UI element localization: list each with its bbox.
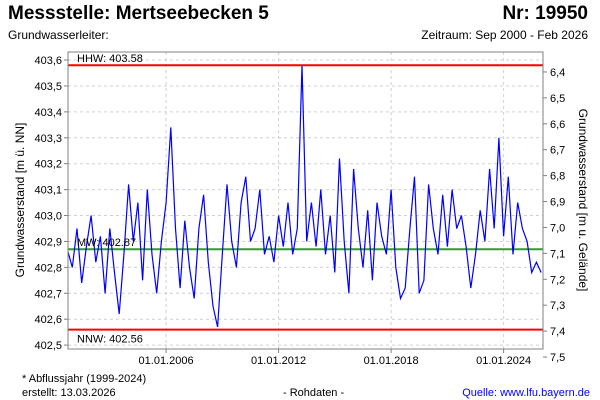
y-right-tick-label: 6,8 [550, 171, 565, 183]
reference-label: MW: 402.87 [77, 237, 136, 249]
y-tick-label: 403,5 [34, 81, 62, 93]
y-tick-label: 403,4 [34, 107, 62, 119]
y-axis-right-label: Grundwasserstand [m u. Gelände] [576, 109, 590, 292]
y-right-tick-label: 6,4 [550, 67, 565, 79]
y-tick-label: 403,1 [34, 185, 62, 197]
y-right-tick-label: 6,9 [550, 197, 565, 209]
y-tick-label: 402,6 [34, 314, 62, 326]
station-title: Messstelle: Mertseebecken 5 [8, 3, 269, 24]
y-axis-label: Grundwasserstand [m ü. NN] [13, 123, 27, 278]
y-tick-label: 403,6 [34, 55, 62, 67]
y-right-tick-label: 6,5 [550, 93, 565, 105]
created-date: erstellt: 13.03.2026 [22, 387, 116, 399]
x-tick-label: 01.01.2006 [139, 355, 194, 367]
y-right-tick-label: 7,1 [550, 248, 565, 260]
y-tick-label: 403,3 [34, 133, 62, 145]
data-type: - Rohdaten - [283, 387, 345, 399]
y-right-tick-label: 7,4 [550, 326, 565, 338]
ticks: 402,5 402,6 402,7 402,8 402,9 403,0 403,1 403,2… [34, 55, 565, 367]
y-right-tick-label: 7,5 [550, 352, 565, 364]
period-label: Zeitraum: Sep 2000 - Feb 2026 [421, 28, 588, 42]
y-right-tick-label: 7,2 [550, 274, 565, 286]
x-tick-label: 01.01.2012 [251, 355, 306, 367]
reference-labels: HHW: 403.58 MW: 402.87 NNW: 402.56 [77, 53, 143, 345]
y-tick-label: 402,5 [34, 340, 62, 352]
source-link[interactable]: Quelle: www.lfu.bayern.de [462, 387, 590, 399]
series-line [67, 65, 542, 328]
reference-label: HHW: 403.58 [77, 53, 143, 65]
y-tick-label: 402,8 [34, 262, 62, 274]
y-tick-label: 403,0 [34, 211, 62, 223]
reference-label: NNW: 402.56 [77, 334, 143, 346]
y-tick-label: 402,9 [34, 236, 62, 248]
y-right-tick-label: 6,7 [550, 145, 565, 157]
y-right-tick-label: 7,3 [550, 300, 565, 312]
station-number: Nr: 19950 [502, 3, 588, 24]
y-right-tick-label: 7,0 [550, 222, 565, 234]
x-tick-label: 01.01.2018 [364, 355, 419, 367]
y-right-tick-label: 6,6 [550, 119, 565, 131]
footnote: * Abflussjahr (1999-2024) [22, 373, 147, 385]
y-tick-label: 403,2 [34, 159, 62, 171]
x-tick-label: 01.01.2024 [476, 355, 531, 367]
aquifer-label: Grundwasserleiter: [8, 28, 109, 42]
reference-lines [68, 64, 543, 331]
y-tick-label: 402,7 [34, 288, 62, 300]
plot-frame [67, 51, 544, 350]
